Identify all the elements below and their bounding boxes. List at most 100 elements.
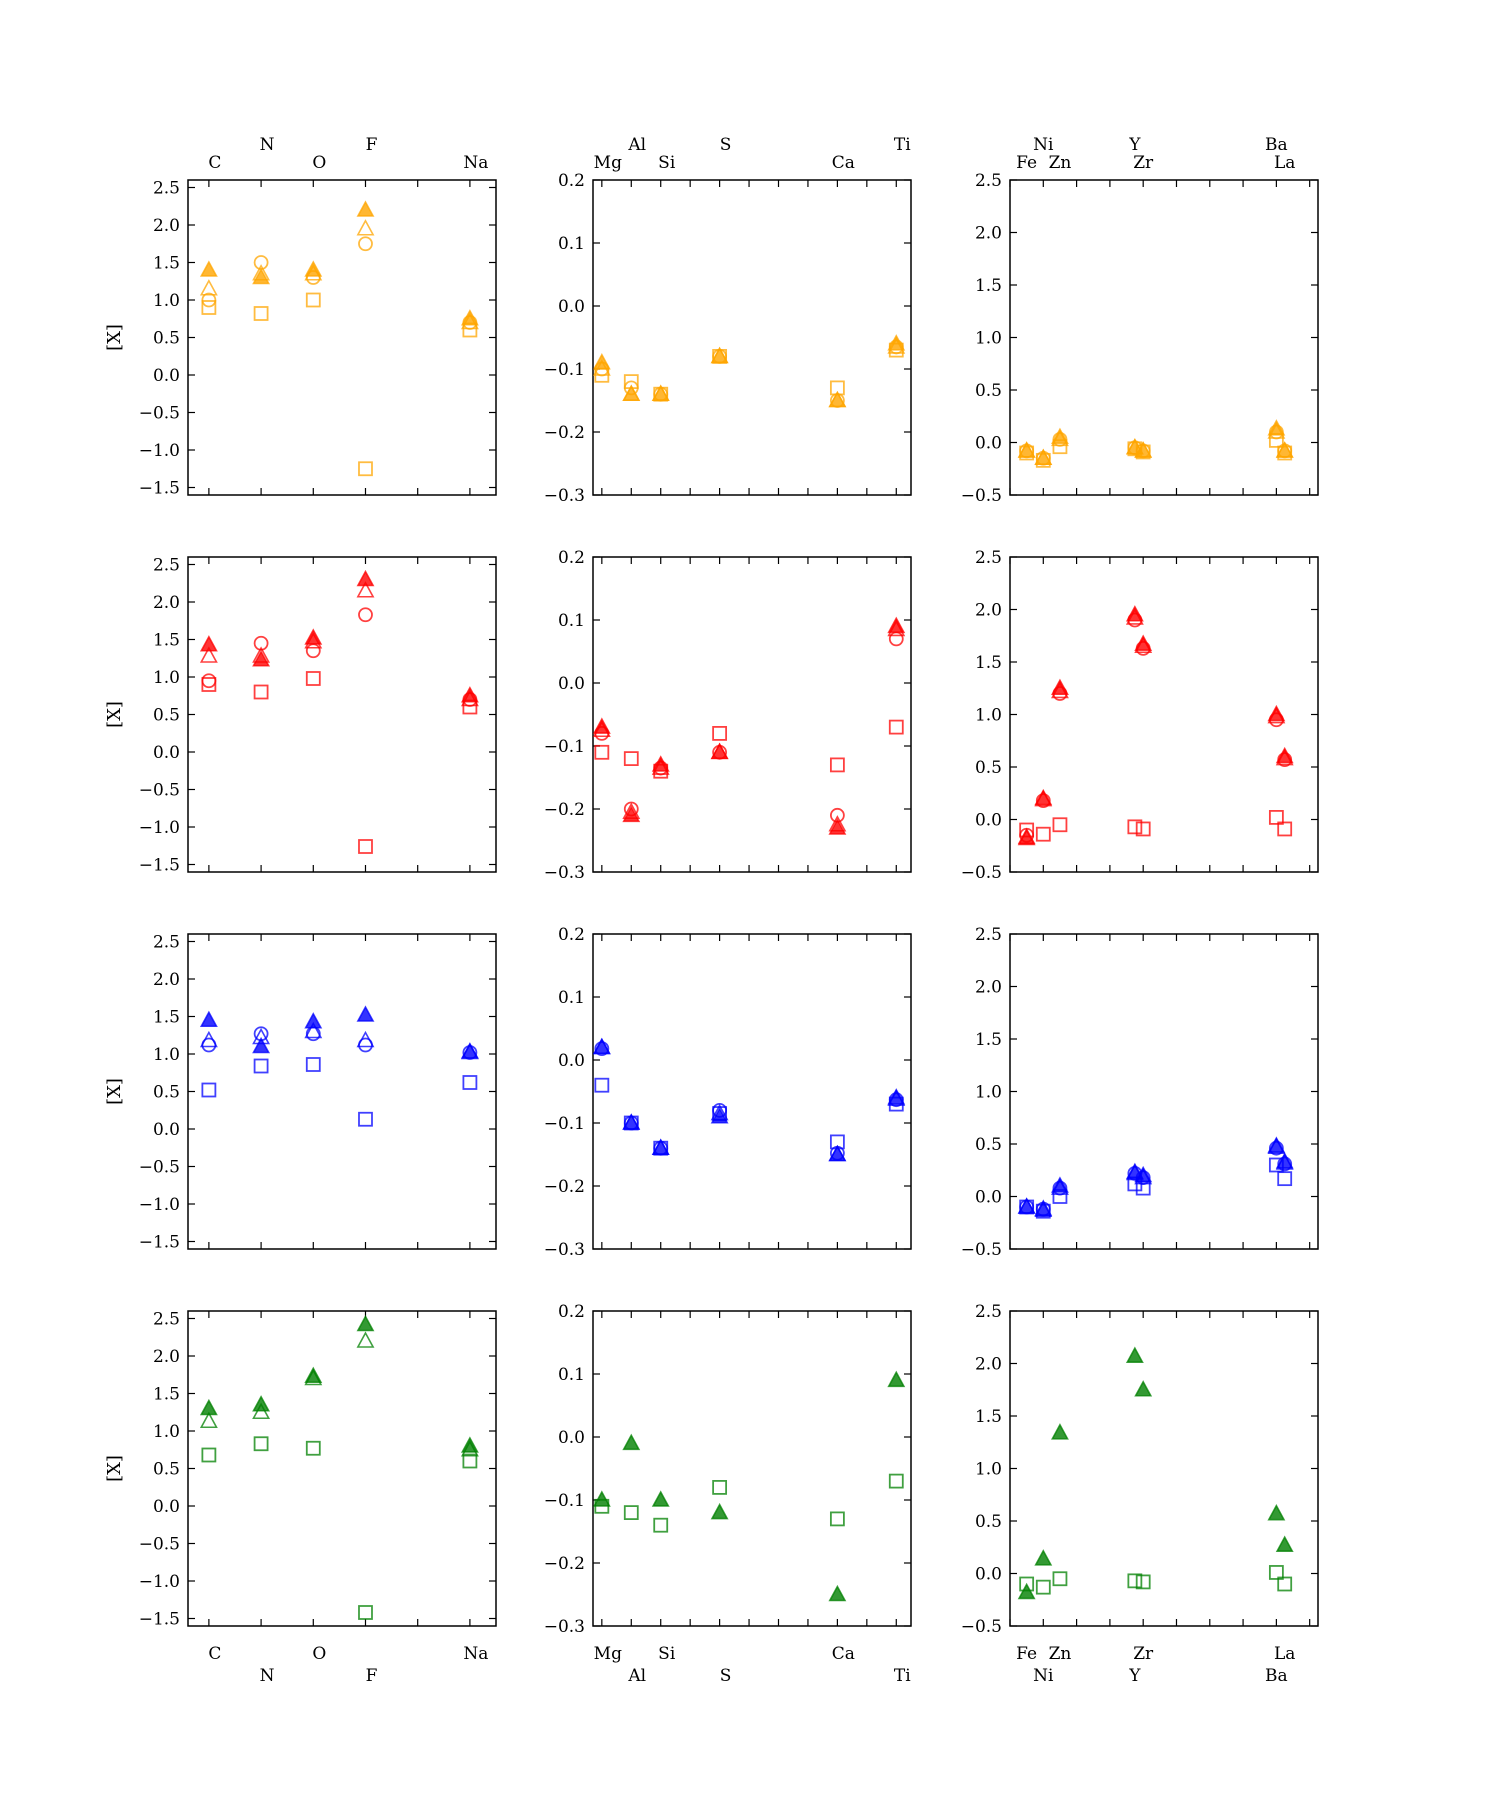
marker-circle-open	[712, 744, 728, 760]
marker-triangle-filled	[199, 635, 218, 652]
y-tick-label: −1.0	[139, 1572, 180, 1592]
marker-triangle-open	[252, 1027, 271, 1045]
marker-triangle-filled	[887, 1370, 906, 1388]
element-label-bottom: Ti	[894, 1666, 911, 1686]
y-tick-label: 0.2	[558, 171, 585, 191]
marker-circle-open	[888, 631, 904, 647]
y-axis-label: [X]	[104, 1078, 125, 1105]
marker-square-open	[712, 1480, 728, 1495]
markers	[1017, 1346, 1294, 1600]
y-tick-label: −0.1	[544, 1114, 585, 1134]
y-tick-label: −0.2	[544, 423, 585, 443]
y-tick-label: 2.0	[975, 1355, 1002, 1375]
marker-triangle-open	[356, 1030, 375, 1048]
marker-circle-open	[201, 292, 217, 308]
marker-square-open	[888, 719, 904, 735]
marker-square-open	[888, 1096, 904, 1112]
marker-triangle-filled	[356, 1005, 375, 1022]
marker-circle-open	[1127, 612, 1143, 628]
element-label-bottom: La	[1274, 1644, 1295, 1664]
element-label-top: Y	[1128, 135, 1141, 155]
marker-square-open	[653, 386, 669, 402]
marker-square-open	[623, 374, 639, 390]
y-tick-label: 2.0	[153, 1347, 180, 1367]
element-label-bottom: F	[366, 1666, 378, 1686]
y-tick-label: 0.2	[558, 1302, 585, 1322]
marker-circle-open	[1135, 640, 1151, 656]
y-tick-label: 1.0	[153, 291, 180, 311]
marker-triangle-open	[1051, 681, 1069, 699]
element-label-bottom: N	[260, 1666, 275, 1686]
y-tick-label: 1.0	[975, 1460, 1002, 1480]
y-tick-label: 0.0	[975, 811, 1002, 831]
element-label-top: Fe	[1016, 153, 1037, 173]
marker-triangle-filled	[1275, 1535, 1294, 1552]
marker-triangle-open	[1275, 748, 1294, 766]
marker-square-open	[623, 1115, 639, 1131]
panel-r2-c1: 0.2 0.1 0.0 −0.1 −0.2 −0.3	[544, 925, 912, 1260]
marker-triangle-open	[252, 264, 271, 281]
y-tick-label: 0.0	[153, 1497, 180, 1517]
marker-square-open	[623, 1505, 639, 1520]
markers	[593, 334, 906, 408]
marker-square-open	[594, 1077, 610, 1093]
axes-frame	[592, 179, 912, 496]
marker-square-open	[712, 348, 728, 364]
marker-square-open	[653, 1140, 669, 1156]
markers	[1017, 1136, 1294, 1219]
y-tick-label: 0.0	[975, 434, 1002, 454]
marker-circle-open	[201, 1037, 217, 1053]
marker-square-open	[1268, 1157, 1284, 1173]
marker-square-open	[1127, 1176, 1143, 1192]
marker-triangle-filled	[1034, 1549, 1053, 1566]
marker-triangle-open	[1034, 789, 1053, 807]
y-tick-label: 1.0	[153, 1045, 180, 1065]
y-tick-label: 0.0	[153, 1120, 180, 1140]
element-label-bottom: Al	[627, 1666, 646, 1686]
panel-r1-c0: 2.5 2.0 1.5 1.0 0.5 0.0 −0.5 −1.0 −1.5 [X]	[104, 556, 497, 876]
marker-square-open	[1127, 441, 1143, 457]
element-label-bottom: Y	[1128, 1666, 1141, 1686]
element-label-bottom: O	[312, 1644, 326, 1664]
marker-circle-open	[462, 692, 478, 707]
y-tick-label: −0.3	[544, 1240, 585, 1260]
y-tick-label: 2.0	[153, 970, 180, 990]
marker-square-open	[829, 1511, 845, 1527]
marker-circle-open	[462, 1045, 478, 1060]
y-tick-label: −0.3	[544, 486, 585, 506]
y-tick-label: −0.1	[544, 737, 585, 757]
element-label-top: Ca	[832, 153, 855, 173]
y-tick-label: 1.5	[975, 1407, 1002, 1427]
marker-square-open	[1268, 810, 1284, 825]
marker-triangle-filled	[710, 1502, 729, 1520]
marker-triangle-filled	[252, 1036, 271, 1054]
marker-triangle-open	[199, 279, 218, 296]
marker-triangle-filled	[304, 1012, 323, 1029]
y-tick-label: 1.5	[153, 254, 180, 274]
marker-square-open	[201, 1447, 217, 1463]
marker-circle-open	[253, 255, 269, 270]
y-tick-label: 0.5	[975, 1512, 1002, 1532]
marker-circle-open	[1035, 793, 1051, 808]
marker-square-open	[462, 1075, 478, 1090]
marker-triangle-open	[304, 1021, 323, 1039]
marker-square-open	[623, 751, 639, 766]
marker-triangle-open	[252, 646, 271, 663]
marker-triangle-open	[1267, 1137, 1286, 1154]
marker-square-open	[253, 306, 269, 321]
y-tick-label: 2.5	[153, 179, 180, 199]
marker-circle-open	[305, 1026, 321, 1042]
marker-square-open	[253, 1058, 269, 1074]
y-tick-label: 0.1	[558, 611, 585, 631]
marker-triangle-open	[887, 619, 906, 637]
y-tick-label: 2.5	[975, 548, 1002, 568]
y-tick-label: 1.5	[975, 653, 1002, 673]
marker-square-open	[358, 839, 373, 854]
y-tick-label: 0.1	[558, 1365, 585, 1385]
marker-square-open	[201, 677, 217, 692]
y-tick-label: 1.5	[153, 1008, 180, 1028]
y-tick-label: 0.1	[558, 988, 585, 1008]
element-label-top: Si	[658, 153, 676, 173]
element-label-top: F	[366, 135, 378, 155]
